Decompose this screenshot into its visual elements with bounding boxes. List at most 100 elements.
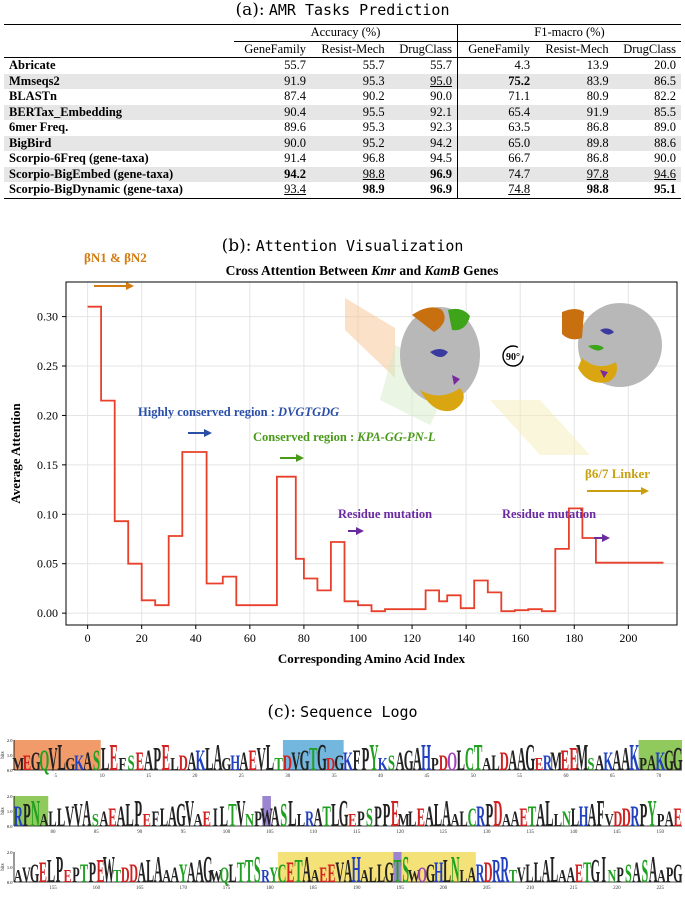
logo-letter: A	[213, 738, 222, 780]
metric-cell: 90.2	[311, 89, 390, 105]
logo-letter: N	[451, 850, 460, 892]
metric-value: 85.5	[654, 104, 676, 119]
plot-frame	[65, 281, 678, 626]
logo-letter: D	[500, 748, 509, 776]
logo-letter: A	[558, 867, 567, 887]
logo-letter: A	[170, 862, 179, 887]
protein-structure-rotated-icon	[562, 303, 662, 387]
metric-value: 95.5	[362, 104, 385, 119]
logo-letter: V	[291, 748, 300, 776]
logo-letter: N	[608, 867, 617, 887]
logo-letter: E	[348, 811, 356, 831]
x-tick-label: 200	[619, 631, 637, 645]
logo-letter: R	[500, 850, 509, 892]
metric-cell: 85.5	[613, 104, 681, 120]
metric-cell: 95.0	[389, 73, 458, 89]
table-row: BLASTn 87.4 90.2 90.0 71.1 80.9 82.2	[4, 89, 681, 105]
logo-letter: R	[305, 806, 315, 831]
logo-letter: R	[543, 750, 553, 774]
metric-cell: 55.7	[234, 58, 311, 74]
logo-letter: A	[162, 867, 171, 887]
logo-position-tick: 65	[610, 774, 616, 779]
chart-title: Cross Attention Between Kmr and KamB Gen…	[226, 263, 499, 278]
logo-letter: D	[493, 794, 502, 836]
logo-position-tick: 60	[564, 774, 570, 779]
chart-title-part: and	[396, 263, 425, 278]
logo-bits-tick: 0.0	[7, 824, 13, 829]
logo-letter: L	[170, 755, 179, 775]
logo-letter: E	[673, 804, 681, 832]
logo-letter: A	[360, 867, 369, 887]
logo-letter: A	[510, 806, 519, 831]
metric-cell: 74.8	[456, 182, 536, 199]
logo-letter: A	[536, 796, 545, 834]
logo-letter: W	[408, 867, 421, 887]
logo-letter: P	[374, 799, 382, 833]
structure-mutation-purple	[452, 375, 460, 385]
method-name-cell: Scorpio-BigDynamic (gene-taxa)	[4, 182, 234, 199]
metric-value: 95.3	[362, 73, 385, 88]
logo-letter: D	[439, 750, 448, 774]
logo-letter: A	[195, 851, 204, 890]
logo-letter: A	[239, 748, 248, 776]
logo-letter: P	[153, 740, 161, 778]
metric-value: 94.6	[654, 166, 676, 181]
rotate-90-icon: 90°	[502, 345, 524, 367]
logo-position-tick: 95	[181, 830, 187, 835]
logo-letter: A	[467, 862, 476, 887]
logo-letter: E	[417, 804, 425, 832]
logo-letter: V	[257, 740, 266, 778]
logo-letter: D	[622, 804, 631, 832]
metric-cell: 98.8	[311, 166, 390, 182]
metric-value: 91.9	[284, 73, 307, 88]
logo-letter: A	[395, 748, 404, 776]
logo-letter: G	[203, 850, 212, 892]
x-tick-label: 160	[511, 631, 529, 645]
logo-letter: L	[534, 856, 542, 889]
logo-letter: G	[426, 860, 436, 888]
metric-cell: 90.0	[390, 89, 458, 105]
annotation-residue-mutation-1: Residue mutation	[338, 507, 432, 521]
logo-letter: T	[228, 796, 236, 834]
logo-letter: P	[72, 862, 80, 887]
logo-bits-tick: 1.0	[7, 865, 13, 870]
logo-letter: A	[82, 794, 91, 836]
table-row: Abricate 55.7 55.7 55.7 4.3 13.9 20.0	[4, 57, 681, 74]
logo-letter: T	[322, 799, 330, 833]
metric-cell: 92.1	[389, 104, 458, 120]
logo-letter: E	[569, 740, 578, 778]
metric-value: 20.0	[654, 58, 676, 73]
metric-cell: 98.8	[535, 182, 614, 199]
metric-cell: 94.2	[389, 135, 458, 151]
logo-letter: S	[92, 811, 99, 831]
logo-letter: G	[525, 738, 535, 780]
logo-letter: L	[443, 851, 451, 890]
x-tick-label: 60	[244, 631, 256, 645]
logo-letter: A	[271, 799, 280, 833]
protein-structure-icon	[400, 307, 480, 412]
logo-letter: L	[554, 811, 562, 831]
structure-loop-blue	[600, 328, 614, 335]
logo-highlight	[282, 740, 344, 770]
logo-letter: S	[625, 860, 632, 888]
logo-letter: S	[366, 804, 373, 832]
logo-letter: W	[103, 850, 115, 892]
logo-letter: Y	[369, 738, 378, 780]
logo-letter: C	[468, 804, 477, 832]
logo-position-tick: 160	[93, 886, 101, 891]
metric-value: 91.4	[284, 151, 307, 166]
logo-letter: P	[383, 796, 391, 834]
metric-value: 55.7	[362, 58, 385, 73]
metric-value: 80.9	[586, 89, 609, 104]
logo-letter: P	[23, 796, 31, 834]
metric-cell: 86.5	[613, 73, 681, 89]
logo-letter: P	[485, 796, 493, 834]
logo-letter: P	[639, 755, 647, 775]
x-tick-label: 180	[565, 631, 583, 645]
logo-letter: A	[117, 799, 126, 833]
logo-letter: P	[657, 811, 665, 831]
metric-value: 74.7	[508, 166, 531, 181]
x-tick-label: 120	[403, 631, 421, 645]
logo-letter: L	[571, 804, 579, 832]
y-tick-label: 0.25	[37, 359, 58, 373]
